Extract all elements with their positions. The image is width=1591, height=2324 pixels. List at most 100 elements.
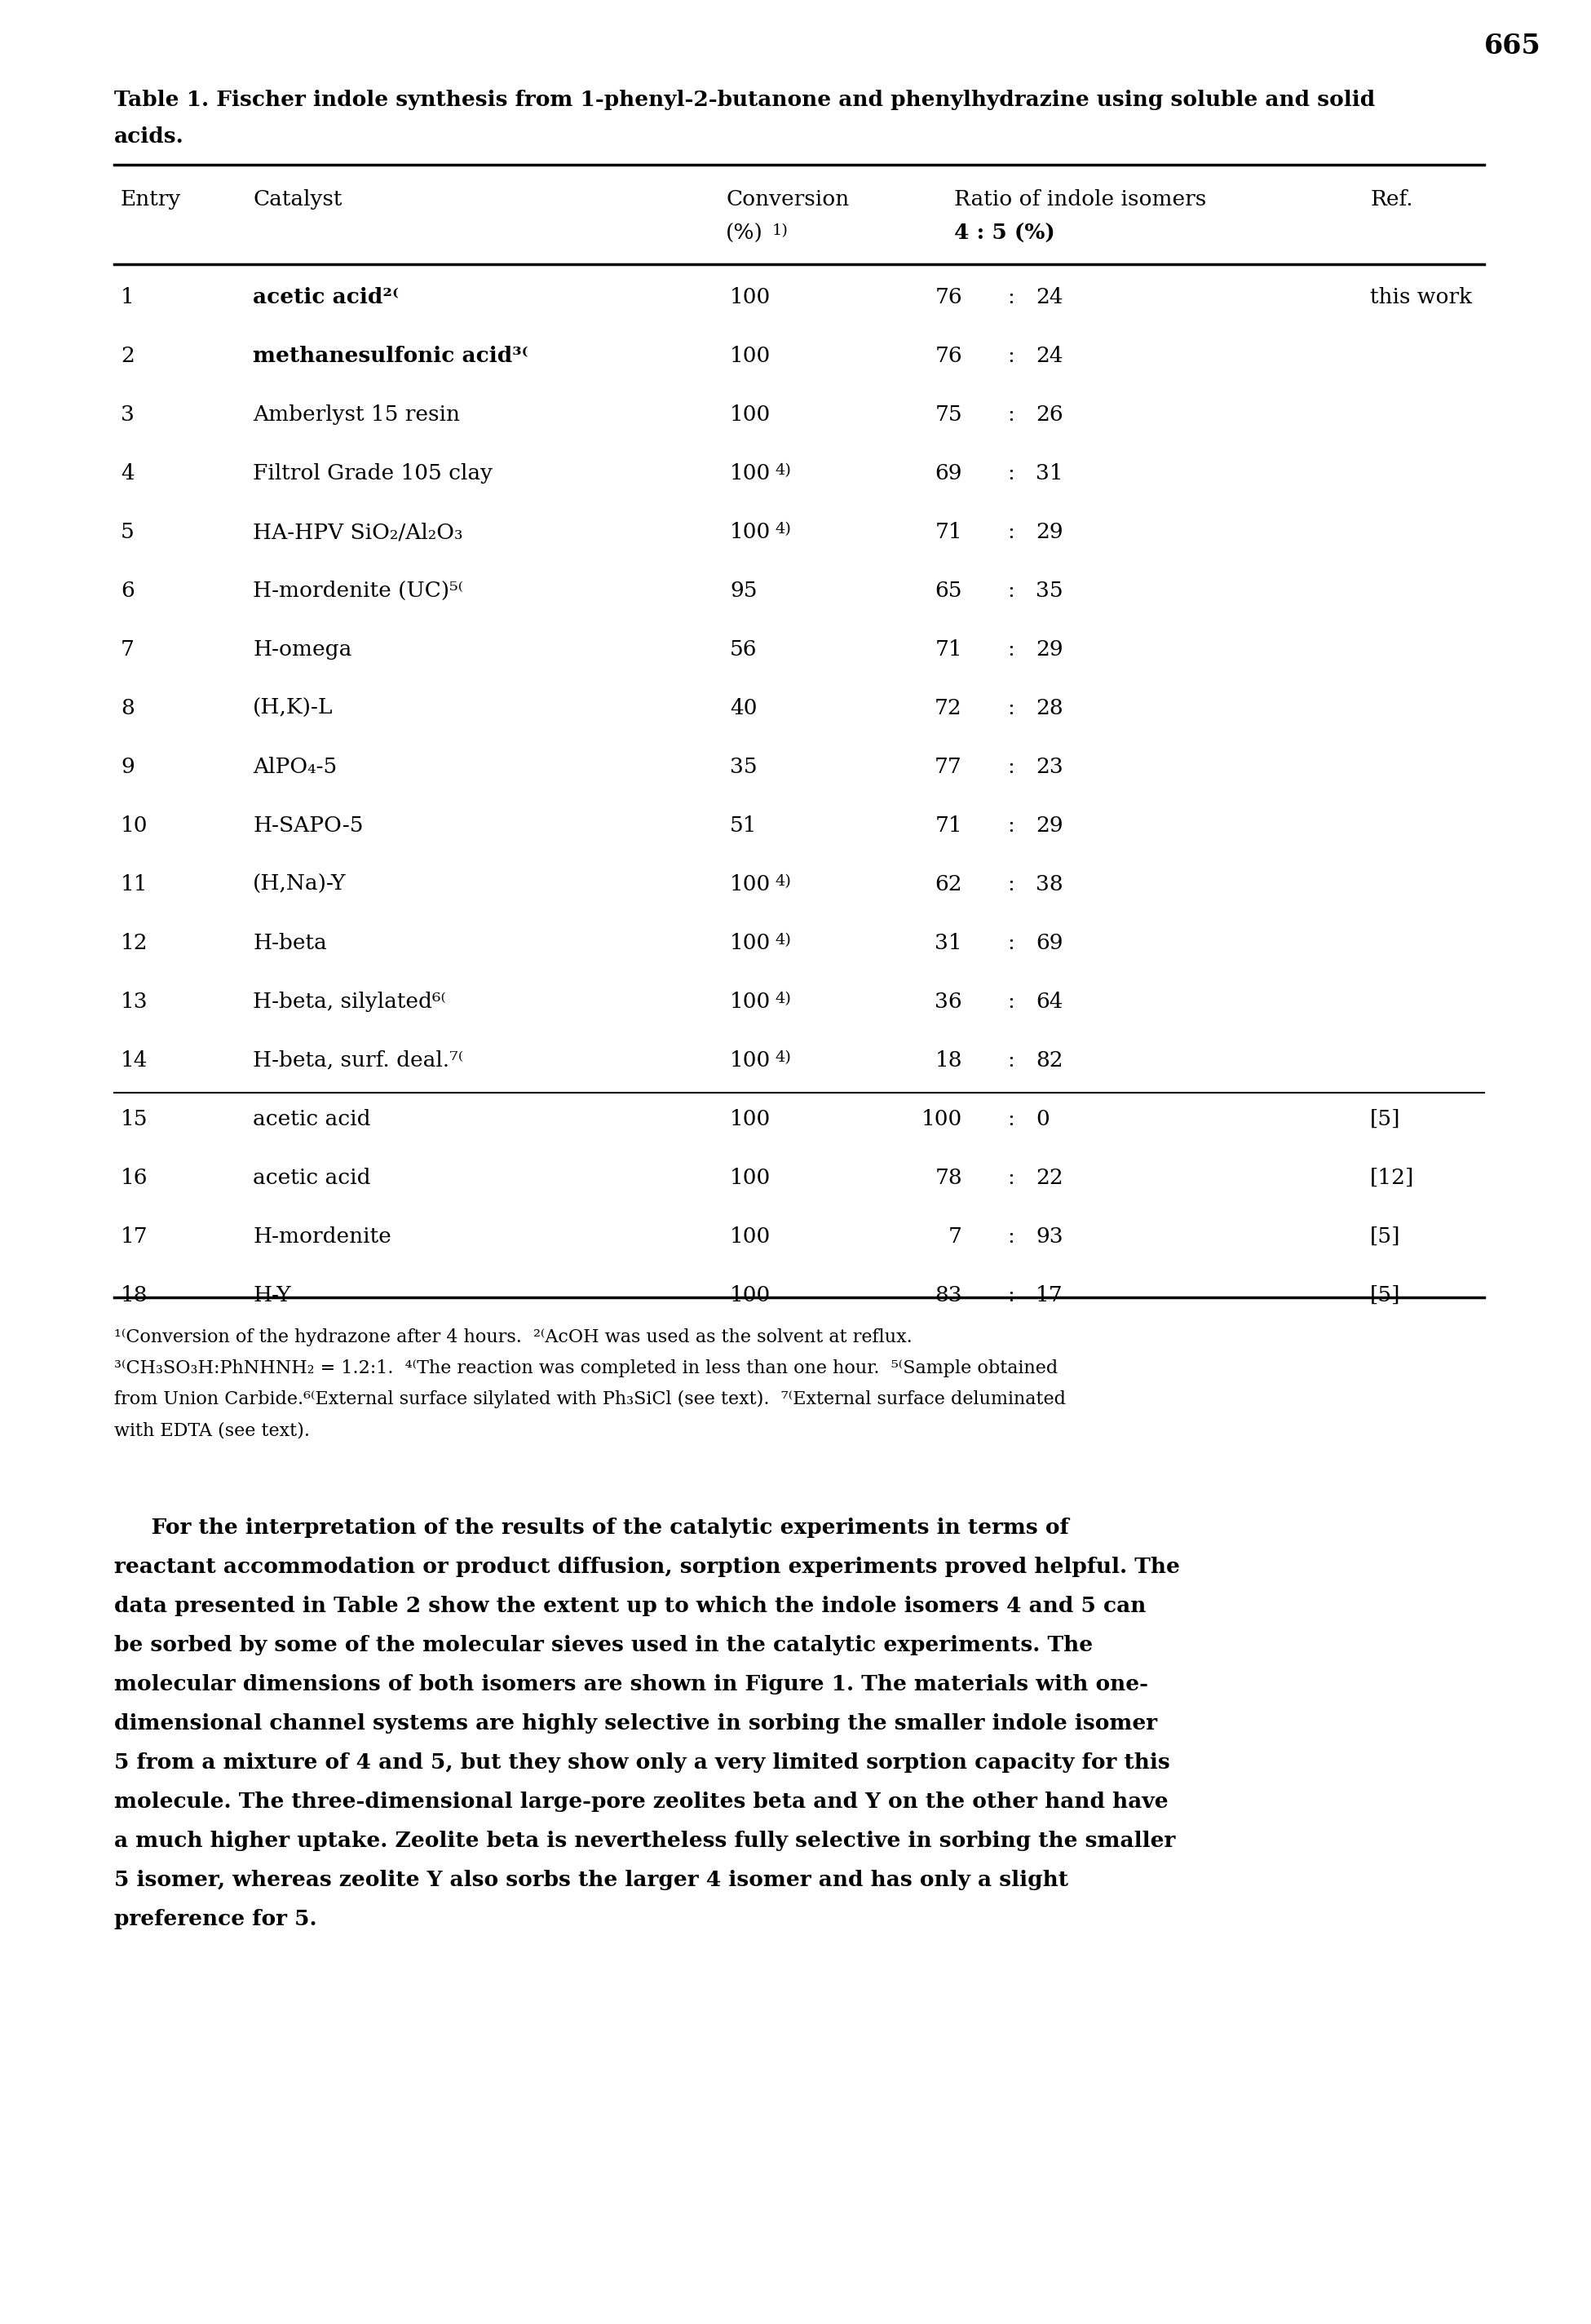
Text: 11: 11 (121, 874, 148, 895)
Text: 77: 77 (936, 758, 963, 776)
Text: data presented in Table 2 show the extent up to which the indole isomers 4 and 5: data presented in Table 2 show the exten… (115, 1597, 1146, 1615)
Text: 95: 95 (730, 581, 757, 602)
Text: :: : (1007, 874, 1015, 895)
Text: 29: 29 (1036, 523, 1063, 541)
Text: 5 isomer, whereas zeolite Y also sorbs the larger 4 isomer and has only a slight: 5 isomer, whereas zeolite Y also sorbs t… (115, 1871, 1068, 1889)
Text: Table 1. Fischer indole synthesis from 1-phenyl-2-butanone and phenylhydrazine u: Table 1. Fischer indole synthesis from 1… (115, 91, 1375, 109)
Text: 17: 17 (121, 1227, 148, 1246)
Text: 17: 17 (1036, 1285, 1063, 1306)
Text: 18: 18 (121, 1285, 148, 1306)
Text: 62: 62 (936, 874, 963, 895)
Text: 72: 72 (936, 697, 963, 718)
Text: acetic acid: acetic acid (253, 1109, 371, 1129)
Text: :: : (1007, 346, 1015, 367)
Text: 10: 10 (121, 816, 148, 837)
Text: Catalyst: Catalyst (253, 188, 342, 209)
Text: HA-HPV SiO₂/Al₂O₃: HA-HPV SiO₂/Al₂O₃ (253, 523, 463, 541)
Text: methanesulfonic acid³⁽: methanesulfonic acid³⁽ (253, 346, 528, 367)
Text: 100: 100 (730, 992, 770, 1011)
Text: 28: 28 (1036, 697, 1063, 718)
Text: 8: 8 (121, 697, 134, 718)
Text: H-SAPO-5: H-SAPO-5 (253, 816, 363, 837)
Text: :: : (1007, 1167, 1015, 1188)
Text: [5]: [5] (1370, 1109, 1400, 1129)
Text: dimensional channel systems are highly selective in sorbing the smaller indole i: dimensional channel systems are highly s… (115, 1713, 1157, 1734)
Text: 13: 13 (121, 992, 148, 1011)
Text: ³⁽CH₃SO₃H:PhNHNH₂ = 1.2:1.  ⁴⁽The reaction was completed in less than one hour. : ³⁽CH₃SO₃H:PhNHNH₂ = 1.2:1. ⁴⁽The reactio… (115, 1360, 1058, 1378)
Text: ¹⁽Conversion of the hydrazone after 4 hours.  ²⁽AcOH was used as the solvent at : ¹⁽Conversion of the hydrazone after 4 ho… (115, 1329, 912, 1346)
Text: 83: 83 (936, 1285, 963, 1306)
Text: [12]: [12] (1370, 1167, 1414, 1188)
Text: :: : (1007, 1109, 1015, 1129)
Text: 76: 76 (936, 288, 963, 307)
Text: :: : (1007, 581, 1015, 602)
Text: 5 from a mixture of 4 and 5, but they show only a very limited sorption capacity: 5 from a mixture of 4 and 5, but they sh… (115, 1752, 1169, 1773)
Text: 100: 100 (730, 932, 770, 953)
Text: 100: 100 (730, 462, 770, 483)
Text: molecular dimensions of both isomers are shown in Figure 1. The materials with o: molecular dimensions of both isomers are… (115, 1673, 1149, 1694)
Text: 56: 56 (730, 639, 757, 660)
Text: 1: 1 (121, 288, 134, 307)
Text: 82: 82 (1036, 1050, 1063, 1071)
Text: :: : (1007, 288, 1015, 307)
Text: 75: 75 (936, 404, 963, 425)
Text: :: : (1007, 816, 1015, 837)
Text: 31: 31 (936, 932, 963, 953)
Text: 100: 100 (730, 874, 770, 895)
Text: For the interpretation of the results of the catalytic experiments in terms of: For the interpretation of the results of… (115, 1518, 1069, 1538)
Text: acetic acid²⁽: acetic acid²⁽ (253, 288, 399, 307)
Text: from Union Carbide.⁶⁽External surface silylated with Ph₃SiCl (see text).  ⁷⁽Exte: from Union Carbide.⁶⁽External surface si… (115, 1390, 1066, 1408)
Text: 100: 100 (921, 1109, 963, 1129)
Text: 4): 4) (775, 992, 791, 1006)
Text: 100: 100 (730, 1227, 770, 1246)
Text: H-beta, silylated⁶⁽: H-beta, silylated⁶⁽ (253, 992, 445, 1011)
Text: H-omega: H-omega (253, 639, 352, 660)
Text: (%): (%) (725, 223, 764, 244)
Text: Ref.: Ref. (1370, 188, 1413, 209)
Text: 24: 24 (1036, 346, 1063, 367)
Text: acids.: acids. (115, 125, 185, 146)
Text: H-beta, surf. deal.⁷⁽: H-beta, surf. deal.⁷⁽ (253, 1050, 463, 1071)
Text: 38: 38 (1036, 874, 1063, 895)
Text: 71: 71 (936, 523, 963, 541)
Text: [5]: [5] (1370, 1227, 1400, 1246)
Text: 0: 0 (1036, 1109, 1050, 1129)
Text: :: : (1007, 1285, 1015, 1306)
Text: 12: 12 (121, 932, 148, 953)
Text: 2: 2 (121, 346, 135, 367)
Text: AlPO₄-5: AlPO₄-5 (253, 758, 337, 776)
Text: 4 : 5 (%): 4 : 5 (%) (955, 223, 1055, 244)
Text: 5: 5 (121, 523, 134, 541)
Text: acetic acid: acetic acid (253, 1167, 371, 1188)
Text: 78: 78 (936, 1167, 963, 1188)
Text: 100: 100 (730, 1167, 770, 1188)
Text: Filtrol Grade 105 clay: Filtrol Grade 105 clay (253, 462, 493, 483)
Text: 22: 22 (1036, 1167, 1063, 1188)
Text: H-Y: H-Y (253, 1285, 291, 1306)
Text: (H,K)-L: (H,K)-L (253, 697, 333, 718)
Text: 29: 29 (1036, 639, 1063, 660)
Text: 9: 9 (121, 758, 134, 776)
Text: :: : (1007, 639, 1015, 660)
Text: 665: 665 (1484, 33, 1542, 60)
Text: 71: 71 (936, 639, 963, 660)
Text: 31: 31 (1036, 462, 1063, 483)
Text: 4): 4) (775, 523, 791, 537)
Text: H-beta: H-beta (253, 932, 326, 953)
Text: 15: 15 (121, 1109, 148, 1129)
Text: preference for 5.: preference for 5. (115, 1908, 317, 1929)
Text: 100: 100 (730, 1285, 770, 1306)
Text: 7: 7 (948, 1227, 963, 1246)
Text: 16: 16 (121, 1167, 148, 1188)
Text: 14: 14 (121, 1050, 148, 1071)
Text: Conversion: Conversion (725, 188, 850, 209)
Text: :: : (1007, 992, 1015, 1011)
Text: 1): 1) (772, 223, 789, 237)
Text: 4): 4) (775, 932, 791, 948)
Text: 29: 29 (1036, 816, 1063, 837)
Text: 35: 35 (1036, 581, 1063, 602)
Text: a much higher uptake. Zeolite beta is nevertheless fully selective in sorbing th: a much higher uptake. Zeolite beta is ne… (115, 1831, 1176, 1850)
Text: 76: 76 (936, 346, 963, 367)
Text: :: : (1007, 523, 1015, 541)
Text: 100: 100 (730, 1050, 770, 1071)
